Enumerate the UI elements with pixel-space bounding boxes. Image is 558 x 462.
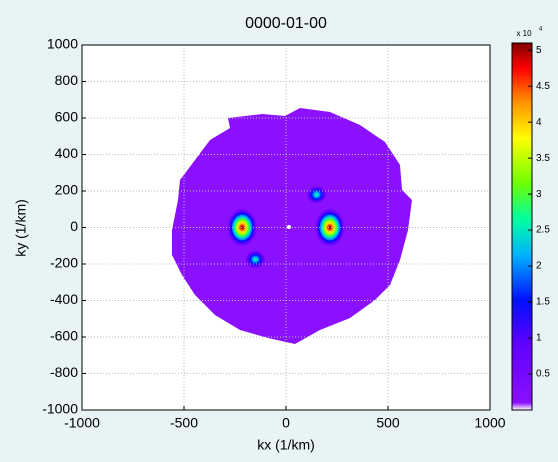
y-axis-label: ky (1/km)	[13, 199, 29, 257]
y-tick-label: -800	[50, 364, 78, 380]
y-tick-label: 0	[70, 218, 78, 234]
x-axis-label: kx (1/km)	[257, 437, 315, 453]
x-tick-label: 500	[376, 415, 400, 431]
peak-level	[328, 226, 332, 229]
spectral-peak	[245, 250, 265, 268]
colorbar-tick-label: 4	[536, 117, 542, 128]
y-tick-label: 600	[55, 109, 79, 125]
colorbar-exponent: 4	[539, 27, 543, 33]
y-tick-label: -1000	[42, 401, 78, 417]
spectral-peak	[315, 209, 345, 246]
spectral-peak	[227, 209, 257, 246]
x-tick-label: 1000	[474, 415, 505, 431]
colorbar	[511, 42, 533, 411]
colorbar-tick-label: 2.5	[536, 225, 550, 236]
x-tick-label: -1000	[64, 415, 100, 431]
y-tick-label: 800	[55, 72, 79, 88]
colorbar-tick-label: 3.5	[536, 153, 550, 164]
y-tick-label: 200	[55, 182, 79, 198]
colorbar-tick-label: 0.5	[536, 369, 550, 380]
y-tick-label: -400	[50, 291, 78, 307]
y-tick-label: 400	[55, 145, 79, 161]
colorbar-tick-label: 1	[536, 333, 542, 344]
x-tick-label: -500	[170, 415, 198, 431]
colorbar-tick-label: 2	[536, 261, 542, 272]
colorbar-tick-label: 3	[536, 189, 542, 200]
axes-frame	[81, 44, 491, 411]
chart-title: 0000-01-00	[245, 15, 327, 32]
colorbar-tick-label: 1.5	[536, 297, 550, 308]
x-tick-label: 0	[282, 415, 290, 431]
spectrum-background	[172, 108, 412, 344]
colorbar-tick-label: 4.5	[536, 81, 550, 92]
spectral-peak	[307, 186, 327, 204]
y-tick-label: 1000	[47, 36, 78, 52]
colorbar-tick-label: 5	[536, 45, 542, 56]
peak-level	[240, 226, 244, 229]
y-tick-label: -200	[50, 255, 78, 271]
peak-level	[253, 257, 257, 261]
y-tick-label: -600	[50, 328, 78, 344]
peak-level	[315, 193, 319, 197]
colorbar-multiplier: x 10	[516, 29, 532, 38]
